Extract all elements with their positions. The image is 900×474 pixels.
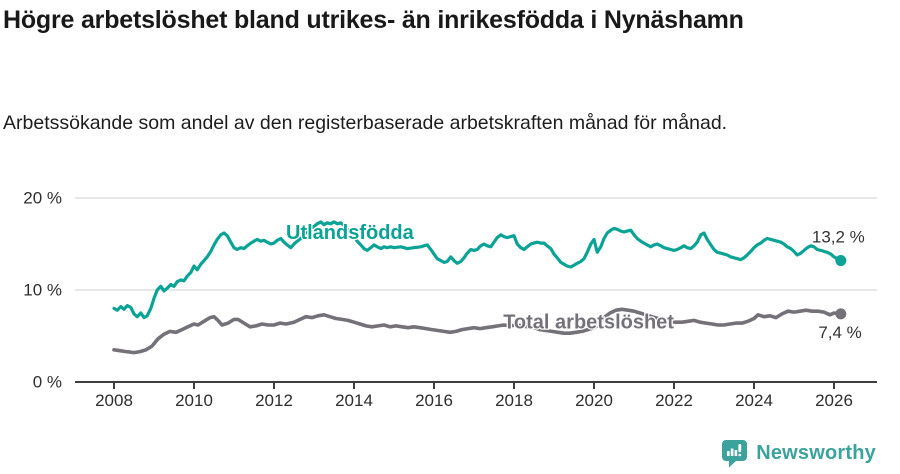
series-end-value-label: 7,4 %	[818, 323, 861, 342]
y-axis-tick-label: 10 %	[23, 281, 62, 300]
series-end-value-label: 13,2 %	[812, 228, 865, 247]
y-axis-tick-label: 20 %	[23, 189, 62, 208]
x-axis-tick-label: 2024	[735, 391, 773, 410]
series-name-label: Utlandsfödda	[286, 222, 415, 244]
newsworthy-logo-icon	[722, 440, 748, 468]
x-axis-tick-label: 2014	[335, 391, 373, 410]
series-end-dot	[835, 255, 847, 267]
x-axis-tick-label: 2026	[815, 391, 853, 410]
gridlines	[75, 197, 877, 291]
logo-bubble-shape	[722, 440, 748, 468]
series-line	[112, 220, 843, 320]
newsworthy-branding: Newsworthy	[721, 439, 876, 468]
x-axis-tick-label: 2018	[495, 391, 533, 410]
x-axis-tick-label: 2022	[655, 391, 693, 410]
x-axis-tick-label: 2010	[175, 391, 213, 410]
x-axis: 2008 2010 2012 2014 2016 2018 2020 2022 2024 2026	[75, 381, 877, 410]
x-axis-tick-label: 2012	[255, 391, 293, 410]
series-end-dot	[835, 308, 847, 320]
y-axis-labels: 0 % 10 % 20 %	[23, 189, 62, 392]
series-name-label: Total arbetslöshet	[503, 311, 674, 333]
logo-barchart-exclamation-glyph	[727, 444, 742, 457]
x-axis-tick-label: 2020	[575, 391, 613, 410]
series-utlandsfodda: Utlandsfödda 13,2 %	[112, 220, 866, 320]
x-axis-tick-label: 2016	[415, 391, 453, 410]
newsworthy-brand-text: Newsworthy	[756, 442, 876, 464]
chart-subtitle: Arbetssökande som andel av den registerb…	[3, 112, 728, 134]
series-line	[112, 307, 843, 355]
chart-title: Högre arbetslöshet bland utrikes- än inr…	[3, 6, 744, 34]
series-total: Total arbetslöshet 7,4 %	[112, 307, 863, 355]
x-axis-tick-label: 2008	[95, 391, 133, 410]
y-axis-tick-label: 0 %	[33, 373, 62, 392]
